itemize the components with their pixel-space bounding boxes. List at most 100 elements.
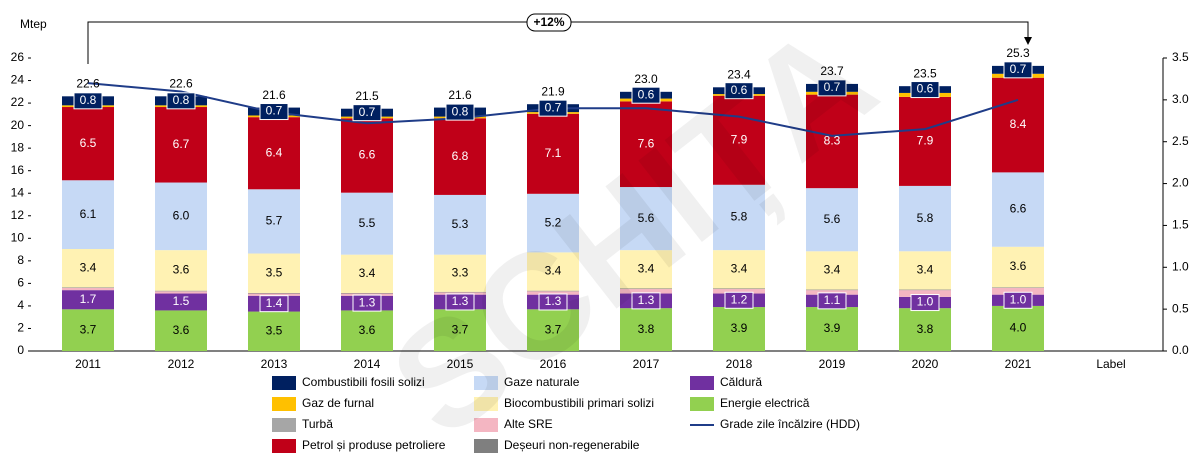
data-label: 0.7 (359, 105, 376, 119)
data-label: 7.9 (731, 132, 748, 146)
data-label-box (352, 104, 382, 122)
data-label: 3.4 (359, 266, 376, 280)
legend-label: Turbă (302, 417, 333, 431)
bar-segment (434, 194, 486, 255)
change-bracket: +12% (87, 13, 1032, 64)
legend-label: Grade zile încălzire (HDD) (720, 417, 860, 431)
legend-label: Gaz de furnal (302, 396, 374, 410)
bar-segment (434, 291, 486, 293)
y2-tick-label: 3.5 (1172, 50, 1189, 64)
data-label: 5.3 (452, 217, 469, 231)
data-label: 0.6 (731, 83, 748, 97)
data-label-box (538, 99, 568, 117)
data-label: 3.4 (545, 264, 562, 278)
bar-segment (62, 309, 114, 351)
total-label: 21.6 (262, 88, 286, 102)
data-label-box (631, 292, 661, 310)
x-tick-label: 2011 (75, 357, 101, 371)
total-label: 25.3 (1006, 46, 1030, 60)
legend-swatch (474, 376, 498, 390)
data-label: 4.0 (1010, 321, 1027, 335)
data-label: 0.7 (266, 104, 283, 118)
y-tick-label: 2 (17, 321, 24, 335)
data-label: 3.9 (824, 321, 841, 335)
data-label: 5.5 (359, 216, 376, 230)
y-tick-label: 20 (11, 118, 25, 132)
data-label: 1.2 (731, 292, 748, 306)
x-tick-label: 2013 (261, 357, 288, 371)
total-label: 23.5 (913, 66, 937, 80)
bar-segment (992, 77, 1044, 173)
legend-label: Deșeuri non-regenerabile (504, 438, 640, 452)
bar-segment (899, 251, 951, 290)
data-label: 5.8 (731, 210, 748, 224)
x-tick-label: 2014 (354, 357, 381, 371)
data-label: 0.8 (80, 93, 97, 107)
bar-segment (527, 113, 579, 194)
data-label-box (817, 79, 847, 97)
total-label: 21.6 (448, 88, 472, 102)
total-label: 23.4 (727, 67, 751, 81)
bar-segment (992, 305, 1044, 351)
bar-segment (899, 289, 951, 291)
data-label: 7.9 (917, 134, 934, 148)
bar-segment (248, 253, 300, 293)
annotation: +12% (533, 15, 564, 29)
data-label-box (724, 82, 754, 100)
y-tick-label: 6 (17, 276, 24, 290)
x-tick-label: 2018 (726, 357, 753, 371)
data-label: 0.8 (452, 104, 469, 118)
legend-swatch (272, 439, 296, 453)
bar-segment (434, 118, 486, 195)
data-label-box (73, 92, 103, 110)
bar-segment (620, 289, 672, 294)
bar-segment (62, 287, 114, 288)
y-tick-label: 10 (11, 230, 25, 244)
data-label: 3.8 (638, 322, 655, 336)
bar-segment (620, 308, 672, 351)
data-label: 3.6 (173, 323, 190, 337)
data-label: 3.9 (731, 321, 748, 335)
data-label: 1.7 (80, 292, 97, 306)
data-label: 8.3 (824, 134, 841, 148)
bar-segment (248, 117, 300, 190)
data-label: 1.3 (359, 295, 376, 309)
data-label-box (910, 81, 940, 99)
total-label: 22.6 (169, 76, 193, 90)
legend-label: Combustibili fosili solizi (302, 375, 425, 389)
bar-segment (341, 310, 393, 351)
bar-segment (248, 292, 300, 294)
bar-segment (992, 172, 1044, 247)
bar-segment (62, 249, 114, 288)
bar-segment (713, 184, 765, 251)
bar-segment (155, 293, 207, 311)
bar-segment (155, 182, 207, 251)
bar-segment (248, 293, 300, 296)
data-label: 7.6 (638, 136, 655, 150)
legend-label: Căldură (720, 375, 762, 389)
bar-segment (992, 246, 1044, 288)
total-label: 23.7 (820, 64, 844, 78)
data-label: 5.8 (917, 211, 934, 225)
bar-segment (155, 291, 207, 294)
bar-segment (341, 192, 393, 255)
x-tick-label: 2021 (1005, 357, 1032, 371)
bar-segment (62, 290, 114, 310)
legend-swatch (690, 376, 714, 390)
total-label: 22.6 (76, 76, 100, 90)
bar-segment (713, 288, 765, 290)
y2-tick-label: 3.0 (1172, 92, 1189, 106)
bar-segment (341, 292, 393, 294)
bar-segment (992, 287, 1044, 288)
data-label: 1.3 (545, 294, 562, 308)
y2-tick-label: 1.5 (1172, 218, 1189, 232)
y2-tick-label: 2.0 (1172, 176, 1189, 190)
legend-label: Energie electrică (720, 396, 810, 410)
legend-swatch (474, 418, 498, 432)
data-label: 1.3 (452, 294, 469, 308)
data-label: 3.5 (266, 323, 283, 337)
bar-segment (62, 180, 114, 250)
total-label: 21.5 (355, 89, 379, 103)
bar-segment (899, 290, 951, 297)
